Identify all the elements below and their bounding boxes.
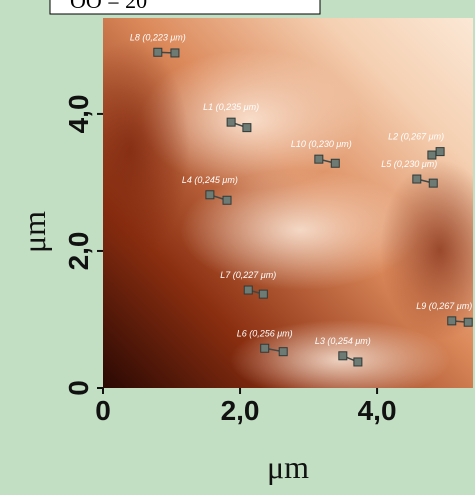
measure-point	[278, 347, 288, 357]
x-tick-label: 0	[95, 395, 111, 426]
y-tick-label: 0	[63, 380, 94, 396]
measure-label: L4 (0,245 μm)	[182, 175, 238, 185]
measure-point	[314, 154, 324, 164]
measure-point	[463, 317, 473, 327]
measure-label: L10 (0,230 μm)	[291, 139, 352, 149]
measure-point	[353, 357, 363, 367]
measure-point	[412, 174, 422, 184]
measure-label: L8 (0,223 μm)	[130, 32, 186, 42]
y-tick-label: 2,0	[63, 231, 94, 270]
x-tick-label: 4,0	[358, 395, 397, 426]
afm-image	[103, 18, 473, 388]
measure-point	[330, 158, 340, 168]
measure-point	[226, 117, 236, 127]
measure-point	[435, 147, 445, 157]
x-axis-label: μm	[267, 449, 309, 485]
measure-label: L6 (0,256 μm)	[237, 328, 293, 338]
measure-point	[427, 150, 437, 160]
measure-point	[153, 47, 163, 57]
measure-point	[447, 316, 457, 326]
measure-point	[258, 289, 268, 299]
measure-point	[242, 123, 252, 133]
measure-point	[338, 351, 348, 361]
y-tick-label: 4,0	[63, 94, 94, 133]
measure-point	[260, 343, 270, 353]
measure-label: L7 (0,227 μm)	[220, 270, 276, 280]
measure-label: L1 (0,235 μm)	[203, 102, 259, 112]
y-axis-label: μm	[16, 211, 52, 253]
measure-point	[205, 190, 215, 200]
measure-label: L2 (0,267 μm)	[388, 132, 444, 142]
measure-label: L5 (0,230 μm)	[381, 159, 437, 169]
x-tick-label: 2,0	[221, 395, 260, 426]
measure-point	[222, 195, 232, 205]
header-box	[49, 0, 321, 15]
plot: 0 2,0 4,0 0 2,0 4,0 μm μm L8 (0,223 μm) L1 (0,235…	[16, 32, 473, 485]
measure-point	[428, 178, 438, 188]
header-text: OO = 20	[70, 0, 147, 13]
measure-point	[243, 285, 253, 295]
measure-point	[170, 48, 180, 58]
measure-label: L9 (0,267 μm)	[416, 301, 472, 311]
measure-label: L3 (0,254 μm)	[315, 336, 371, 346]
